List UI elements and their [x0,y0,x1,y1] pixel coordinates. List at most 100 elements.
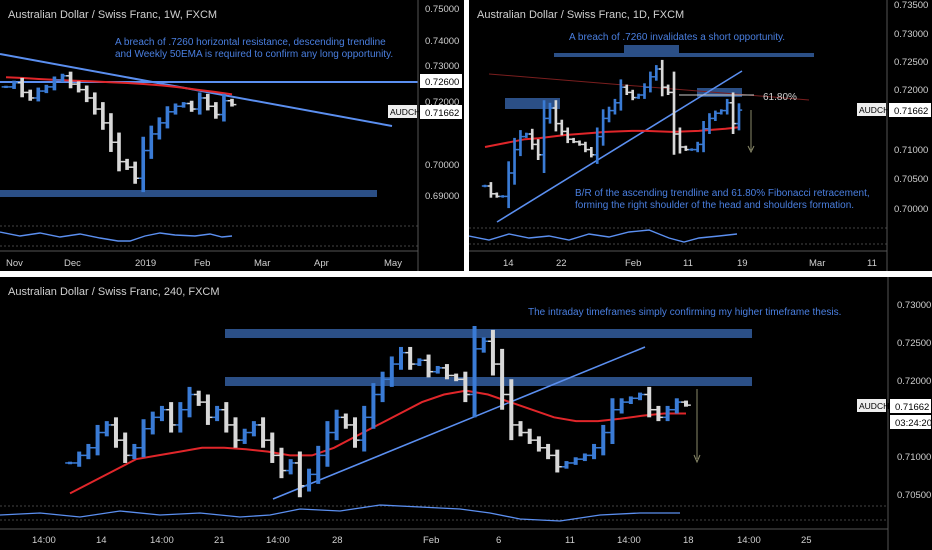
x-tick: 14:00 [266,535,290,546]
ohlc-bar [540,100,548,173]
last-price-text: 0.71662 [895,402,929,413]
x-tick: 14 [96,535,107,546]
y-tick: 0.72500 [897,338,931,349]
ohlc-bar [285,459,296,475]
pane-separator-horizontal [0,271,932,277]
ohlc-bar [718,109,725,115]
ohlc-bar [230,417,241,448]
projection-arrow-head [747,145,755,154]
annotation: The intraday timeframes simply confirmin… [528,307,841,318]
oscillator-line [469,229,738,243]
ohlc-bar [561,461,572,469]
last-price-label [420,105,462,119]
ohlc-bar [203,93,213,111]
ohlc-bar [723,98,731,115]
ohlc-bar [175,402,186,433]
ohlc-bar [129,443,140,460]
ohlc-bar [101,421,112,437]
ohlc-bar [497,348,507,410]
ohlc-bar [505,161,512,209]
x-tick: Apr [314,258,329,269]
ohlc-bar [66,71,75,89]
weekly-chart-pane[interactable]: Australian Dollar / Swiss Franc, 1W, FXC… [0,0,464,271]
ohlc-bar [350,417,360,448]
ohlc-bar [90,92,100,115]
ohlc-bar [65,461,75,465]
ohlc-bar [322,421,333,467]
ohlc-bar [706,113,713,134]
x-tick: 22 [556,258,567,269]
ohlc-bar [25,89,35,101]
ohlc-bar [580,453,590,462]
ohlc-bar [534,436,544,452]
ohlc-bar [50,76,59,91]
x-tick: Mar [809,258,825,269]
x-tick: Feb [625,258,641,269]
h4-chart-pane[interactable]: Australian Dollar / Swiss Franc, 240, FX… [0,277,932,550]
h4-chart[interactable]: Australian Dollar / Swiss Franc, 240, FX… [0,277,932,550]
annotation-bottom-1: B/R of the ascending trendline and 61.80… [575,188,870,199]
ohlc-bar [598,424,609,456]
oscillator-line [0,504,680,522]
y-tick: 0.70000 [894,204,928,215]
ohlc-bar [83,443,94,460]
ohlc-bar [359,405,370,452]
ohlc-bar [82,85,92,103]
pane-separator-vertical [464,0,469,272]
ohlc-bar [405,346,415,370]
last-price-label [889,103,931,117]
y-tick: 0.73000 [897,300,931,311]
bar-countdown-text: 03:24:20 [895,418,932,429]
left-shoulder-zone [505,98,560,109]
ohlc-bar [534,139,542,160]
ohlc-bar [221,402,232,433]
ohlc-bar [138,419,149,458]
ohlc-bar [423,354,434,378]
ohlc-bar [106,113,116,152]
x-tick: 11 [683,258,693,269]
ohlc-bar [276,447,287,479]
ema-polyline [5,76,233,96]
ohlc-bar [249,421,259,437]
y-tick: 0.73000 [425,61,459,72]
ohlc-bar [377,371,388,403]
oscillator-line [0,231,233,242]
x-tick: Mar [254,258,270,269]
ema-line [484,126,740,148]
daily-chart-pane[interactable]: 61.80% Australian Dollar / Swiss Franc, … [469,0,932,271]
ohlc-bar [74,451,84,467]
ohlc-bar [653,65,660,81]
x-tick: 14 [503,258,514,269]
ohlc-bar [368,383,379,429]
ohlc-bar [672,398,682,414]
price-bars [1,71,237,193]
weekly-chart[interactable]: Australian Dollar / Swiss Franc, 1W, FXC… [0,0,464,271]
x-tick: 28 [332,535,343,546]
ohlc-bar [138,136,148,193]
ohlc-bar [546,102,554,124]
ohlc-bar [607,398,618,444]
ohlc-bar [58,73,67,83]
ohlc-bar [564,127,571,144]
ohlc-bar [588,147,595,158]
ohlc-bar [570,137,577,144]
ohlc-bar [517,130,524,157]
ohlc-bar [552,100,560,132]
ohlc-bar [511,137,518,185]
ohlc-bar [611,98,619,115]
ohlc-bar [664,84,672,95]
chart-title: Australian Dollar / Swiss Franc, 240, FX… [8,286,220,298]
chart-title: Australian Dollar / Swiss Franc, 1D, FXC… [477,9,684,21]
y-tick: 0.73500 [894,0,928,11]
annotation-line-1: A breach of .7260 horizontal resistance,… [115,37,386,48]
ema-polyline [484,126,740,148]
daily-chart[interactable]: 61.80% Australian Dollar / Swiss Franc, … [469,0,932,271]
ohlc-bar [41,84,51,94]
ohlc-bar [114,132,124,172]
ohlc-bar [157,405,167,422]
ema-line [5,76,233,96]
ohlc-bar [146,125,156,159]
price-bars [481,59,743,209]
symbol-tag [857,103,886,116]
ohlc-bar [589,443,599,460]
